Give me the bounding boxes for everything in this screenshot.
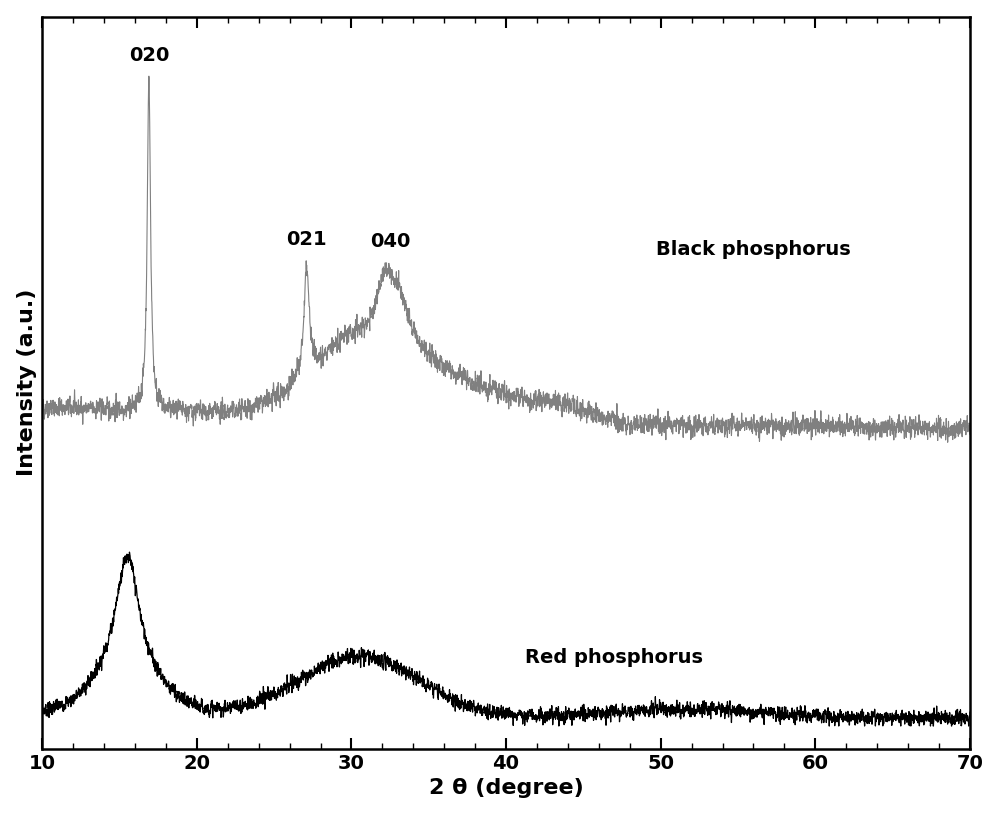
- Text: Red phosphorus: Red phosphorus: [525, 648, 703, 667]
- Text: 040: 040: [370, 232, 410, 251]
- Y-axis label: Intensity (a.u.): Intensity (a.u.): [17, 289, 37, 477]
- Text: Black phosphorus: Black phosphorus: [656, 240, 851, 259]
- Text: 021: 021: [286, 231, 327, 249]
- Text: 020: 020: [129, 46, 169, 64]
- X-axis label: 2 θ (degree): 2 θ (degree): [429, 778, 583, 799]
